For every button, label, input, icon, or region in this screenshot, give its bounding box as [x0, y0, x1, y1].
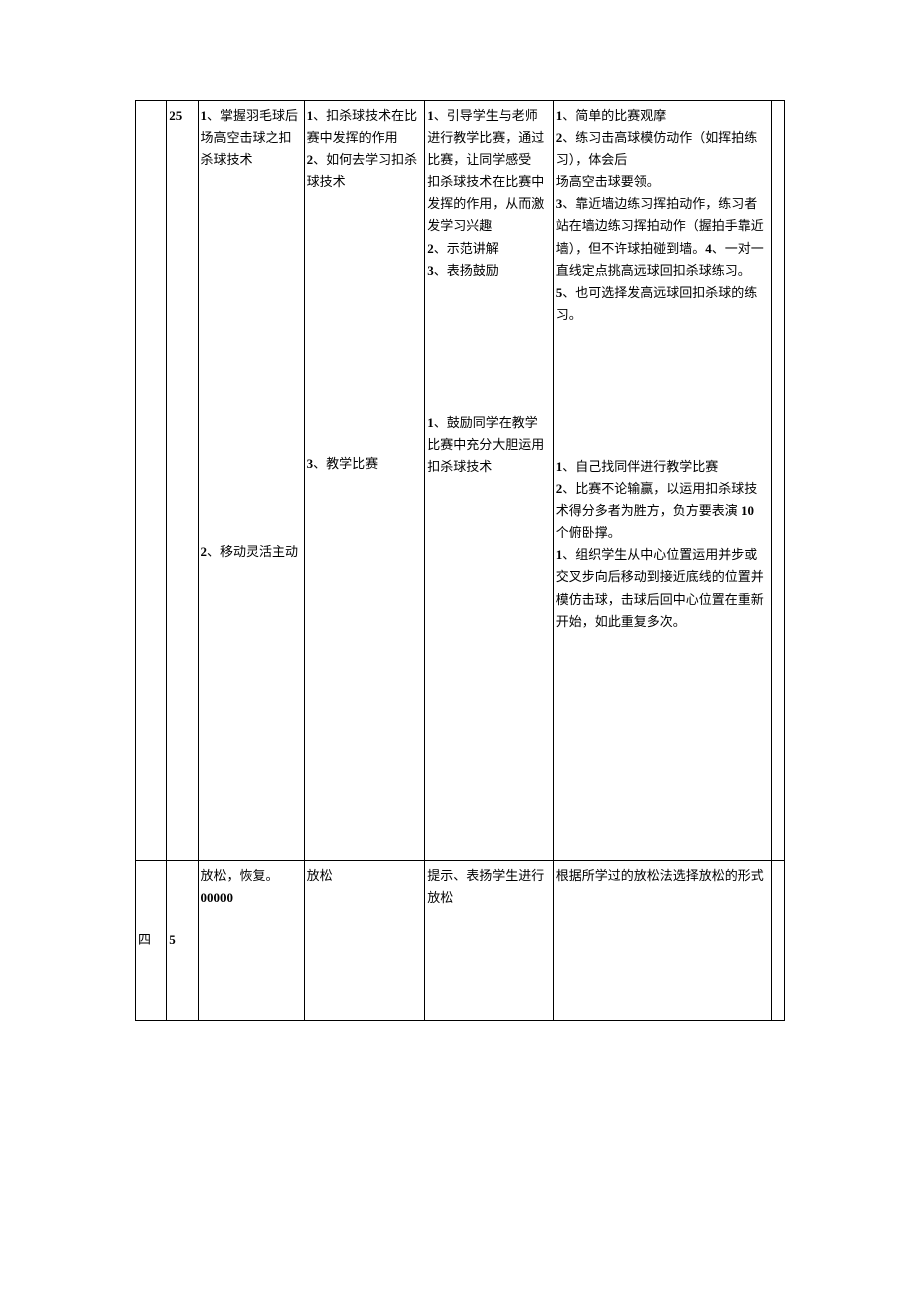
cell-objective: 放松，恢复。 00000 [198, 861, 304, 1021]
table-row: 25 1、掌握羽毛球后场高空击球之扣杀球技术 2、移动灵活主动 1、扣杀球技术在… [136, 101, 785, 861]
cell-student-activity: 1、简单的比赛观摩 2、练习击高球模仿动作（如挥拍练习），体会后 场高空击球要领… [553, 101, 771, 861]
cell-notes [771, 861, 784, 1021]
cell-notes [771, 101, 784, 861]
cell-objective: 1、掌握羽毛球后场高空击球之扣杀球技术 2、移动灵活主动 [198, 101, 304, 861]
cell-duration: 25 [167, 101, 198, 861]
table-row: 四 5 放松，恢复。 00000 放松 提示、表扬学生进行放松 根据所学过的放松… [136, 861, 785, 1021]
cell-content: 放松 [304, 861, 425, 1021]
cell-student-activity: 根据所学过的放松法选择放松的形式 [553, 861, 771, 1021]
cell-section: 四 [136, 861, 167, 1021]
lesson-plan-table: 25 1、掌握羽毛球后场高空击球之扣杀球技术 2、移动灵活主动 1、扣杀球技术在… [135, 100, 785, 1021]
cell-teacher-activity: 1、引导学生与老师进行教学比赛，通过比赛，让同学感受 扣杀球技术在比赛中发挥的作… [425, 101, 553, 861]
cell-content: 1、扣杀球技术在比赛中发挥的作用 2、如何去学习扣杀球技术 3、教学比赛 [304, 101, 425, 861]
cell-duration: 5 [167, 861, 198, 1021]
cell-section [136, 101, 167, 861]
cell-teacher-activity: 提示、表扬学生进行放松 [425, 861, 553, 1021]
